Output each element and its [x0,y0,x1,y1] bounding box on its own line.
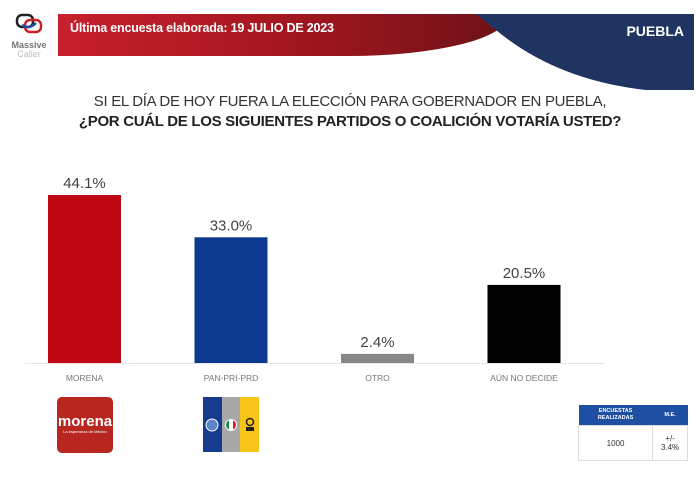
bar-otro [341,353,414,363]
category-label: PAN-PRI-PRD [204,373,259,383]
morena-logo-name: morena [57,413,113,430]
data-label: 2.4% [360,334,394,351]
bar-morena [48,195,121,363]
margin-header: M.E. [652,405,688,426]
morena-logo: morena La esperanza de México [57,397,113,453]
prd-logo-icon [240,397,260,452]
region-label: PUEBLA [626,23,684,39]
massive-caller-logo: Massive Caller [6,12,52,60]
question-line2: ¿POR CUÁL DE LOS SIGUIENTES PARTIDOS O C… [78,113,622,130]
survey-date: Última encuesta elaborada: 19 JULIO DE 2… [70,21,334,35]
survey-stats-table: ENCUESTAS REALIZADAS M.E. 1000 +/- 3.4% [577,405,688,461]
category-label: OTRO [365,373,390,383]
data-label: 33.0% [210,217,253,234]
pri-logo-icon [221,397,241,452]
surveys-header: ENCUESTAS REALIZADAS [578,405,653,426]
bar-pan-pri-prd [194,237,268,363]
bar-a-n-no-decide [487,284,561,363]
morena-logo-tagline: La esperanza de México [63,429,107,434]
pan-logo-icon [203,397,222,452]
pan-pri-prd-logo [203,397,260,452]
category-label: AÚN NO DECIDE [490,373,558,383]
region-banner [476,0,698,90]
category-label: MORENA [66,373,104,383]
chat-bubbles-icon [15,13,43,34]
data-label: 44.1% [63,175,106,192]
logo-line2: Caller [17,49,41,59]
logo-line1: Massive [11,40,47,50]
header-banner [58,14,508,56]
question-line1: SI EL DÍA DE HOY FUERA LA ELECCIÓN PARA … [93,93,607,110]
surveys-value: 1000 [577,425,654,461]
margin-value: +/- 3.4% [652,425,688,461]
data-label: 20.5% [503,265,546,282]
